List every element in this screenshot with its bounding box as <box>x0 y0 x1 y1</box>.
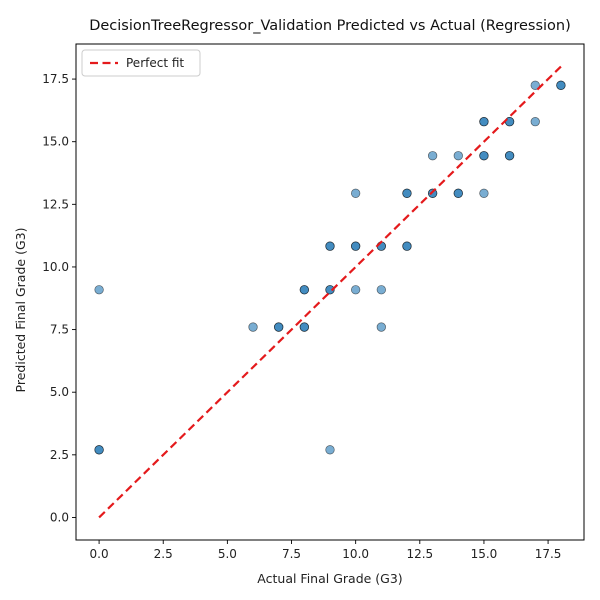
data-point <box>479 117 489 127</box>
y-tick-label: 5.0 <box>50 385 69 399</box>
data-point <box>325 445 335 455</box>
y-tick-label: 7.5 <box>50 323 69 337</box>
data-point <box>402 188 412 198</box>
y-tick-label: 2.5 <box>50 448 69 462</box>
data-point <box>94 285 104 295</box>
x-tick-label: 12.5 <box>406 547 433 561</box>
x-tick-label: 17.5 <box>535 547 562 561</box>
y-tick-label: 10.0 <box>42 260 69 274</box>
data-point <box>325 285 335 295</box>
data-point <box>299 285 309 295</box>
x-tick-label: 5.0 <box>218 547 237 561</box>
data-point <box>453 151 463 161</box>
data-point <box>479 188 489 198</box>
data-point <box>427 151 438 161</box>
legend: Perfect fit <box>81 49 201 77</box>
axes-frame <box>75 43 585 541</box>
x-tick-label: 7.5 <box>282 547 301 561</box>
data-point <box>530 80 540 90</box>
data-point <box>376 285 386 295</box>
plot-area: 0.0 2.5 5.0 7.5 10.0 12.5 15.0 17.5 0.0 2.5 5.0 7.5… <box>42 43 585 561</box>
data-point <box>325 241 335 251</box>
y-tick-label: 0.0 <box>50 510 69 524</box>
y-tick-label: 12.5 <box>42 197 69 211</box>
data-point <box>351 188 361 198</box>
x-axis-label: Actual Final Grade (G3) <box>257 571 402 586</box>
data-point <box>504 151 515 161</box>
y-tick-label: 17.5 <box>42 72 69 86</box>
perfect-fit-line <box>98 65 562 519</box>
data-point <box>248 322 258 332</box>
data-point <box>351 241 361 251</box>
chart-title: DecisionTreeRegressor_Validation Predict… <box>89 18 571 34</box>
data-point <box>479 151 489 161</box>
y-tick-label: 15.0 <box>42 135 69 149</box>
legend-label: Perfect fit <box>126 56 184 70</box>
data-point <box>556 80 566 90</box>
x-tick-label: 10.0 <box>342 547 369 561</box>
data-point <box>274 322 284 332</box>
data-point <box>94 445 104 455</box>
data-point <box>402 241 412 251</box>
data-point <box>453 188 463 198</box>
y-axis-label: Predicted Final Grade (G3) <box>13 228 28 393</box>
x-tick-label: 2.5 <box>154 547 173 561</box>
data-point <box>530 117 540 127</box>
legend-box <box>81 49 201 77</box>
data-point <box>376 322 386 332</box>
x-tick-label: 0.0 <box>90 547 109 561</box>
data-point <box>299 322 309 332</box>
x-tick-label: 15.0 <box>471 547 498 561</box>
data-point <box>351 285 361 295</box>
